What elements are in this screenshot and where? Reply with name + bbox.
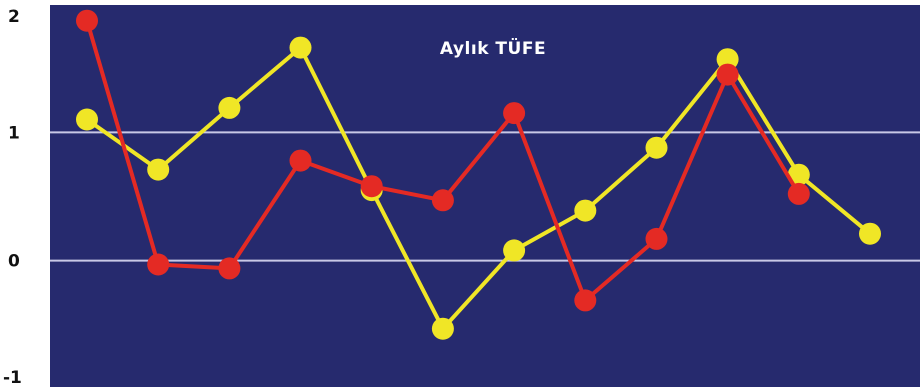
series-0-point: [645, 227, 668, 250]
y-axis-ticks: 2 1 0 -1: [3, 7, 22, 387]
y-tick-label: 0: [8, 252, 20, 272]
series-0: [76, 9, 810, 312]
series-1-point: [716, 48, 739, 71]
series-1-point: [503, 239, 526, 262]
series-layer: [76, 9, 881, 340]
chart-title: Aylık TÜFE: [440, 37, 546, 59]
series-0-point: [787, 182, 810, 205]
series-0-point: [431, 189, 454, 212]
series-0-point: [218, 257, 241, 280]
plot-background: [50, 5, 920, 387]
series-1-point: [289, 36, 312, 59]
series-0-point: [289, 149, 312, 172]
series-1-point: [787, 163, 810, 186]
series-1-point: [431, 317, 454, 340]
series-0-point: [147, 253, 170, 276]
series-1-point: [147, 158, 170, 181]
series-0-point: [503, 102, 526, 125]
series-0-point: [716, 63, 739, 86]
y-tick-label: 2: [8, 7, 20, 27]
series-1-point: [859, 222, 881, 245]
series-1-point: [218, 96, 241, 119]
series-1-point: [645, 136, 668, 159]
series-0-point: [76, 9, 98, 32]
series-1-point: [76, 108, 98, 131]
series-1-line: [85, 45, 872, 331]
series-1-point: [574, 199, 597, 222]
y-tick-label: -1: [3, 368, 22, 387]
y-tick-label: 1: [8, 123, 20, 143]
series-0-point: [360, 175, 383, 198]
series-0-point: [574, 289, 597, 312]
